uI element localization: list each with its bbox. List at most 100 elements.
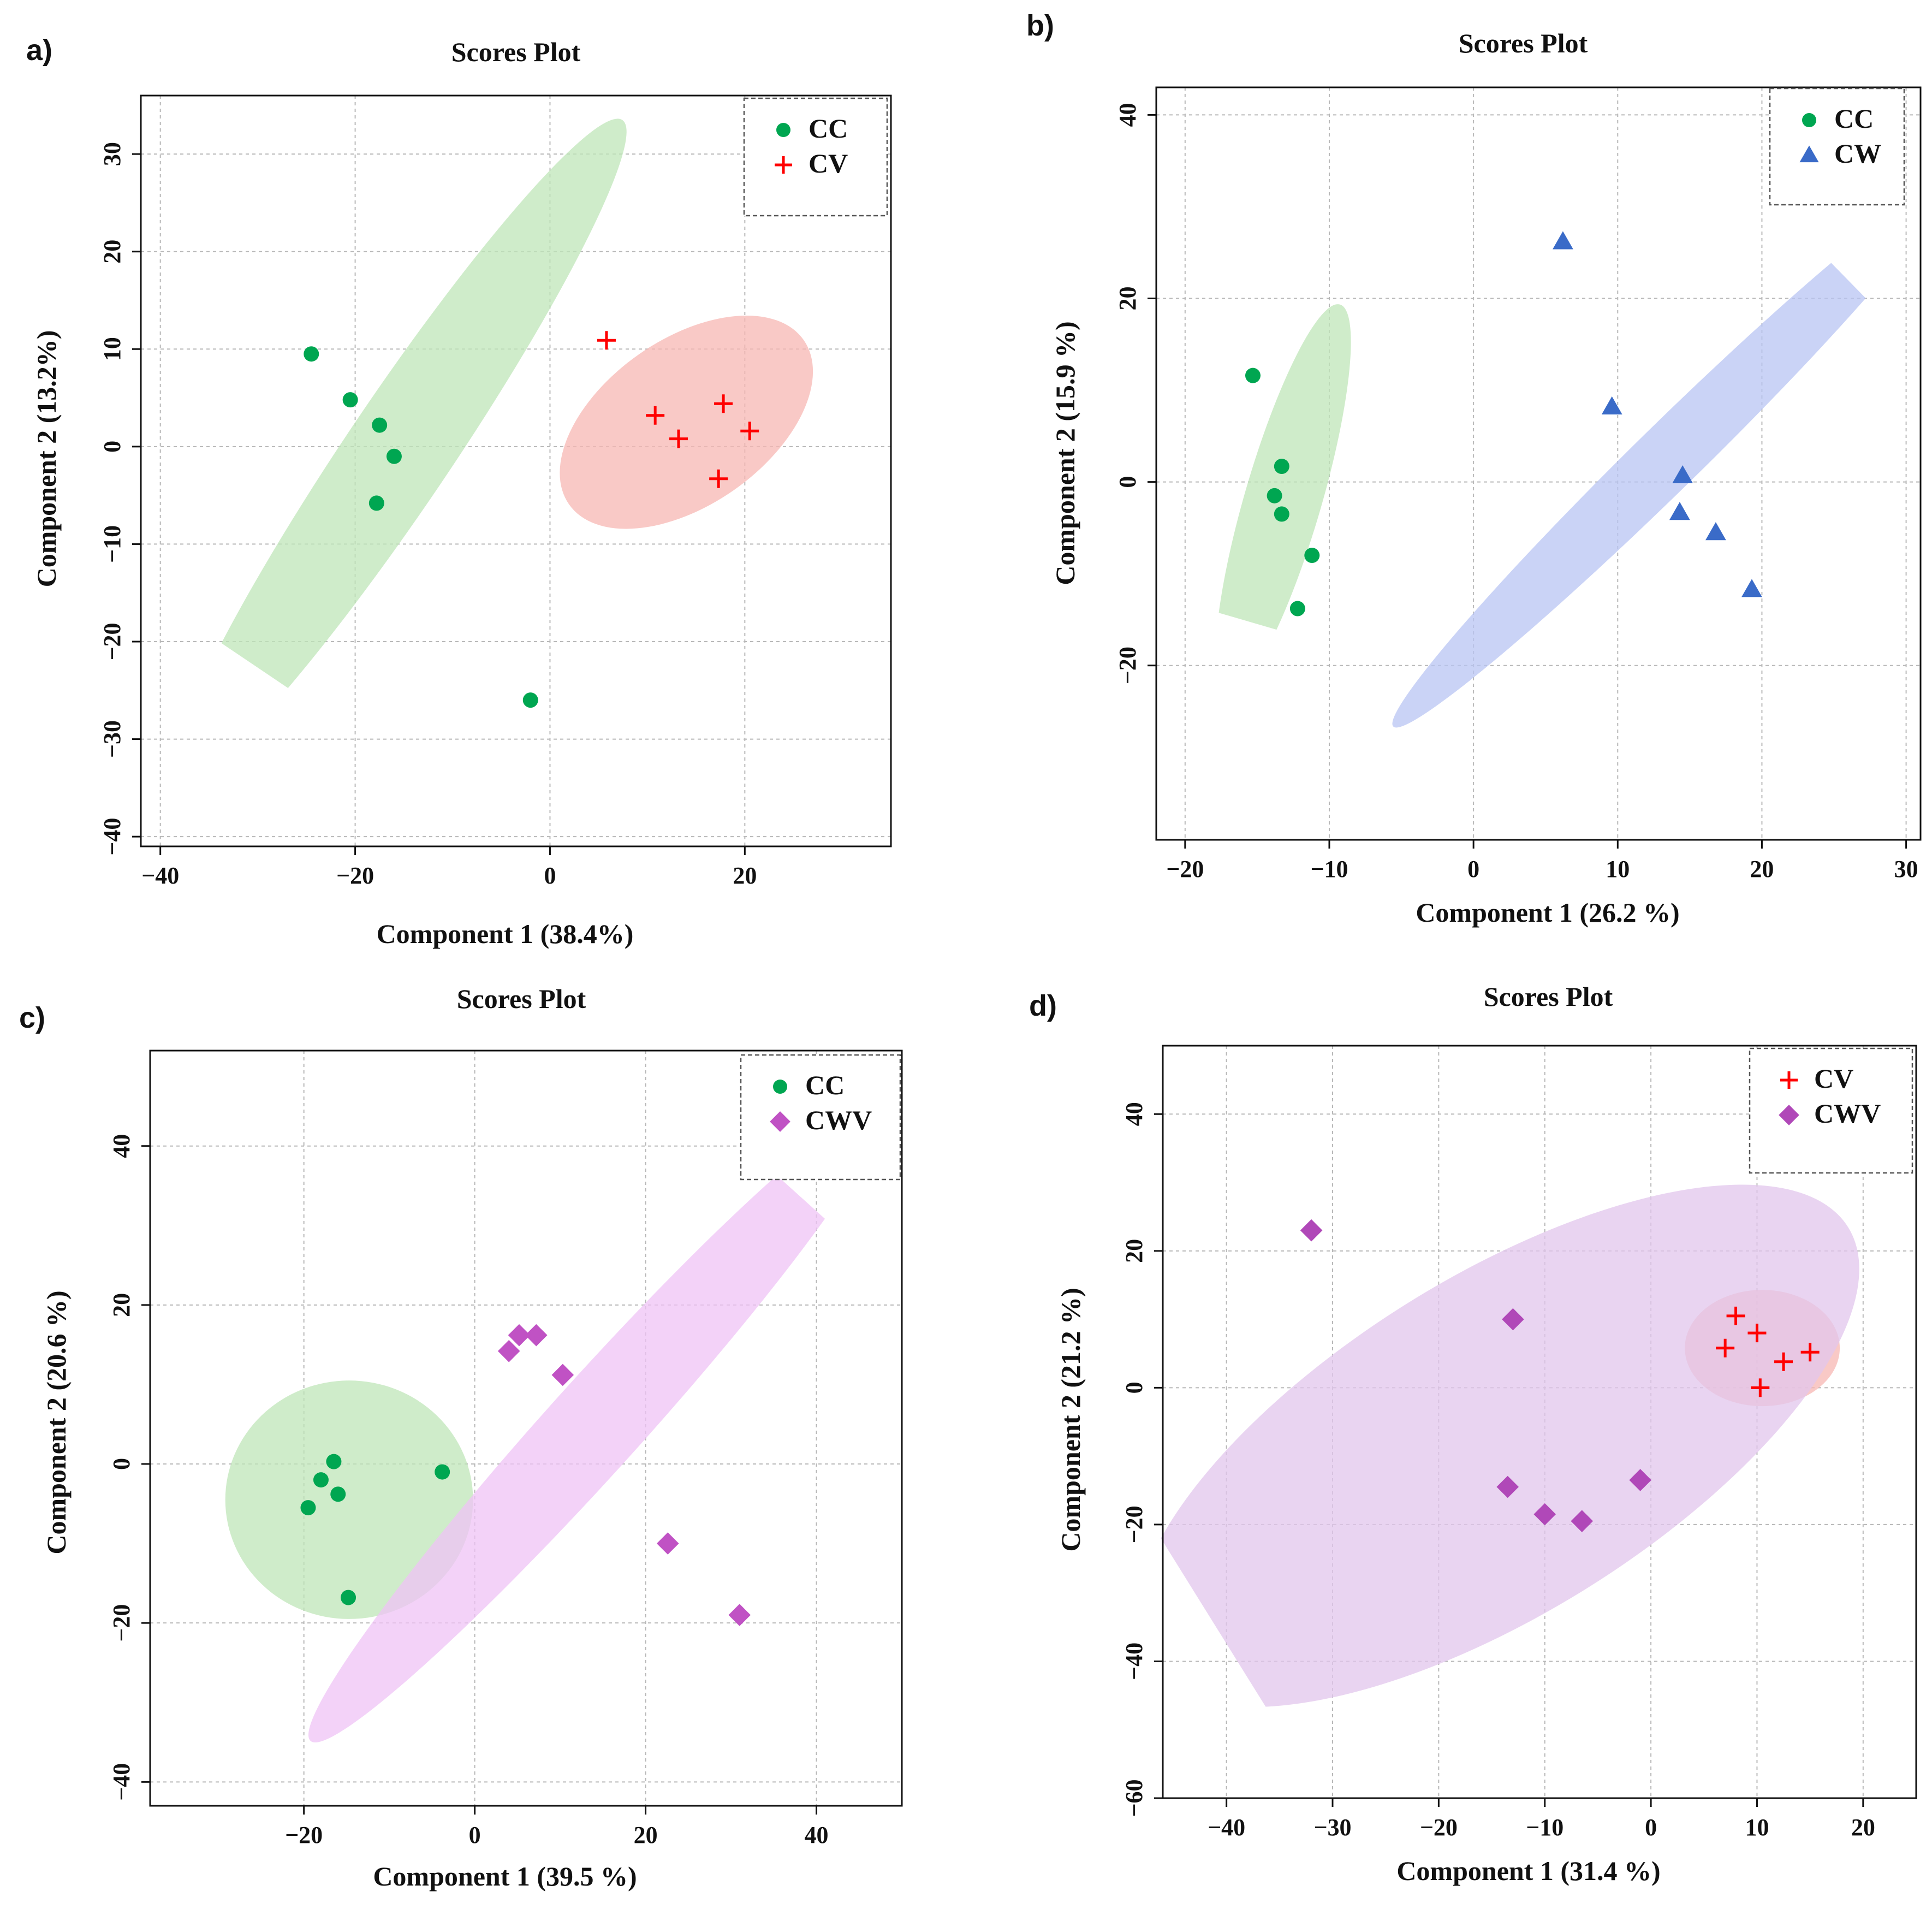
x-tick-label: −20	[1166, 856, 1204, 882]
data-point-cwv	[1629, 1469, 1651, 1491]
data-point-cwv	[508, 1324, 531, 1347]
legend: CC CW	[1769, 87, 1905, 206]
panel-letter: c)	[19, 1001, 45, 1034]
data-point-cc	[1245, 367, 1261, 383]
data-point-cc	[1289, 601, 1305, 616]
legend-label-cc: CC	[805, 1070, 845, 1100]
legend: CC CV	[743, 97, 888, 217]
data-point-cv	[709, 469, 728, 488]
y-tick-label: −40	[1121, 1643, 1148, 1680]
chart-title: Scores Plot	[451, 37, 581, 67]
y-tick-label: 20	[1114, 287, 1141, 311]
legend-label-cc: CC	[1834, 103, 1874, 134]
x-tick-label: 20	[1851, 1814, 1875, 1841]
legend: CC CWV	[740, 1054, 901, 1181]
x-tick-label: −30	[1313, 1814, 1351, 1841]
data-point-cc	[304, 346, 319, 362]
y-axis-label: Component 2 (20.6 %)	[41, 1290, 72, 1554]
data-point-cc	[313, 1472, 329, 1488]
x-tick-label: 0	[1467, 856, 1479, 882]
panel-a: a) Scores Plot −40 −20 0 20 30 20 10 0 −10 −20 −30 −4…	[26, 34, 892, 949]
plot-frame	[149, 1050, 903, 1807]
y-tick-label: 20	[1121, 1239, 1148, 1263]
data-point-cv	[740, 422, 759, 441]
data-point-cv	[1716, 1338, 1735, 1357]
data-point-cc	[1304, 548, 1320, 564]
y-tick-label: 10	[99, 337, 126, 361]
x-tick-label: 0	[544, 862, 556, 889]
x-tick-label: −20	[285, 1822, 323, 1848]
data-point-cv	[669, 429, 688, 448]
y-tick-label: −10	[99, 525, 126, 563]
data-point-cw	[1553, 231, 1573, 250]
x-axis-label: Component 1 (26.2 %)	[1416, 897, 1679, 928]
data-point-cc	[342, 392, 358, 408]
legend-label-cwv: CWV	[1814, 1098, 1881, 1129]
y-tick-label: 0	[1121, 1382, 1148, 1394]
y-tick-label: −20	[99, 622, 126, 660]
data-point-cw	[1601, 396, 1622, 414]
legend-box	[1769, 87, 1905, 206]
data-point-cc	[1267, 488, 1282, 503]
y-tick-label: 20	[108, 1293, 135, 1317]
y-axis-label: Component 2 (21.2 %)	[1055, 1288, 1086, 1551]
data-point-cwv	[497, 1339, 520, 1362]
y-tick-label: 40	[1121, 1102, 1148, 1126]
panel-letter: d)	[1029, 989, 1057, 1022]
y-tick-label: −40	[99, 818, 126, 856]
y-tick-label: −60	[1121, 1779, 1148, 1817]
confidence-ellipse-cwv	[1134, 1184, 1859, 1708]
confidence-ellipse-cv	[560, 315, 813, 529]
data-point-cv	[714, 394, 733, 413]
data-point-cc	[372, 417, 388, 433]
legend-marker-cc	[1802, 113, 1816, 127]
y-tick-label: −20	[1114, 647, 1141, 684]
panel-c: c) Scores Plot −20 0 20 40 40 20 0 −20 −40 Componen…	[19, 983, 903, 1892]
legend-marker-cv	[1780, 1071, 1798, 1089]
x-tick-label: 20	[634, 1822, 658, 1848]
data-point-cv	[1726, 1306, 1745, 1325]
legend-label-cw: CW	[1834, 138, 1881, 169]
data-point-cc	[330, 1486, 346, 1502]
legend-label-cwv: CWV	[805, 1105, 872, 1135]
x-tick-label: 30	[1894, 856, 1918, 882]
data-point-cv	[1800, 1343, 1820, 1362]
x-axis-label: Component 1 (39.5 %)	[373, 1861, 637, 1892]
chart-title: Scores Plot	[1459, 28, 1588, 58]
data-point-cc	[522, 692, 538, 708]
x-tick-label: −10	[1310, 856, 1348, 882]
confidence-ellipse-cc	[225, 1380, 473, 1619]
data-point-cw	[1669, 502, 1690, 520]
x-tick-label: −40	[1208, 1814, 1245, 1841]
x-tick-label: 10	[1745, 1814, 1769, 1841]
y-tick-label: 0	[99, 441, 126, 453]
x-tick-label: 0	[469, 1822, 481, 1848]
x-tick-label: −40	[141, 862, 179, 889]
legend-marker-cc	[773, 1080, 787, 1094]
plot-frame	[1155, 86, 1922, 841]
legend-box	[1749, 1047, 1913, 1174]
x-tick-label: −10	[1526, 1814, 1564, 1841]
legend-marker-cc	[776, 123, 790, 137]
panel-letter: a)	[26, 34, 52, 67]
panel-d: d) Scores Plot −40 −30 −20 −10 0 10 20 40 20 0 −20 −4…	[1029, 981, 1917, 1886]
data-point-cw	[1705, 522, 1726, 541]
x-axis-label: Component 1 (38.4%)	[377, 918, 634, 949]
plot-frame	[140, 94, 892, 847]
panel-b: b) Scores Plot −20 −10 0 10 20 30 40 20 0 −20 Compon…	[1026, 9, 1932, 928]
y-tick-label: −30	[99, 720, 126, 758]
data-point-cc	[435, 1464, 450, 1480]
data-point-cv	[1747, 1324, 1767, 1343]
x-tick-label: 20	[1750, 856, 1774, 882]
confidence-ellipse-cwv	[308, 1106, 884, 1742]
data-point-cc	[1274, 459, 1289, 475]
legend-marker-cw	[1799, 145, 1819, 163]
data-point-cv	[1774, 1352, 1793, 1371]
x-tick-label: 40	[805, 1822, 829, 1848]
data-point-cc	[300, 1500, 316, 1516]
data-point-cc	[1274, 506, 1289, 522]
y-tick-label: 40	[108, 1134, 135, 1158]
y-tick-label: −40	[108, 1763, 135, 1801]
x-tick-label: 10	[1606, 856, 1630, 882]
